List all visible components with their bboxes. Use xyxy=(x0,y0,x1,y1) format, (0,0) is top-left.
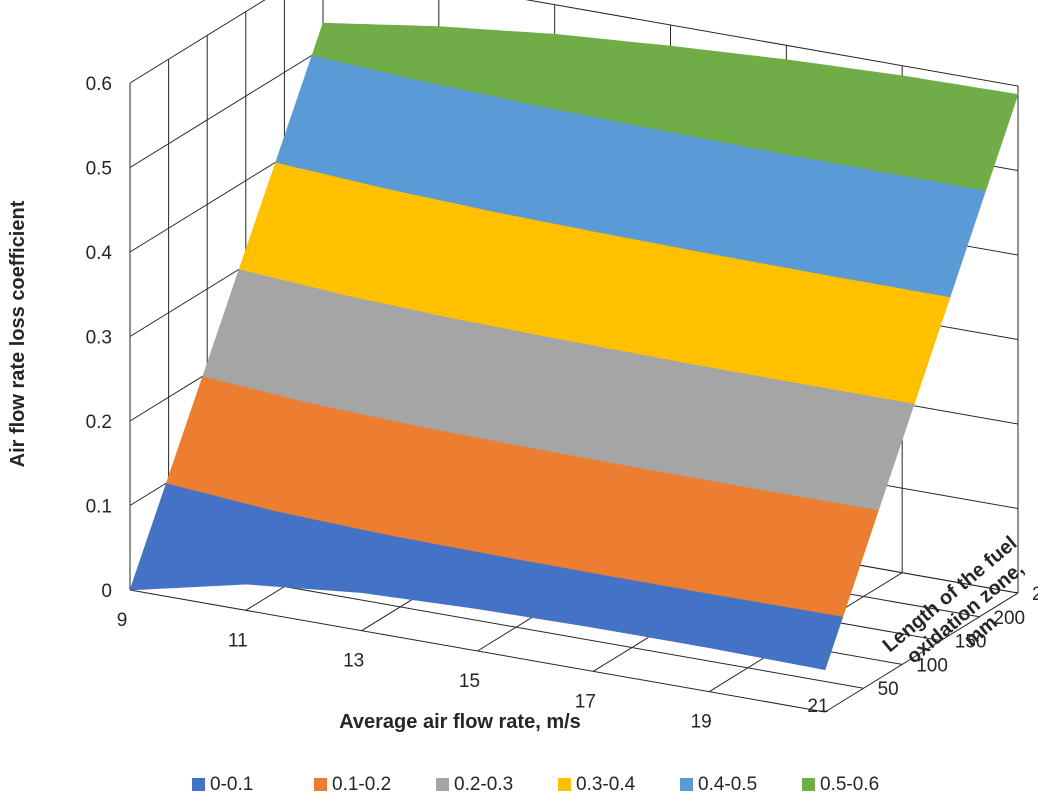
legend-swatch xyxy=(558,778,571,791)
legend-label: 0.5-0.6 xyxy=(820,774,879,795)
z-tick-label: 0.6 xyxy=(86,74,112,95)
side-wall-gridline xyxy=(129,48,324,168)
z-tick-label: 0.5 xyxy=(86,159,112,180)
z-tick-label: 0.4 xyxy=(86,243,113,264)
legend-swatch xyxy=(436,778,449,791)
legend-label: 0.3-0.4 xyxy=(576,774,636,795)
legend-swatch xyxy=(314,778,327,791)
legend-item: 0-0.1 xyxy=(192,774,253,795)
x-tick-label: 21 xyxy=(807,696,828,717)
x-tick-label: 17 xyxy=(575,691,596,712)
z-tick-label: 0.3 xyxy=(86,328,112,349)
legend-item: 0.5-0.6 xyxy=(802,774,879,795)
legend-swatch xyxy=(802,778,815,791)
x-axis-title: Average air flow rate, m/s xyxy=(339,711,581,733)
legend-item: 0.1-0.2 xyxy=(314,774,391,795)
legend-item: 0.4-0.5 xyxy=(680,774,757,795)
x-tick-label: 9 xyxy=(117,610,128,631)
x-tick-label: 15 xyxy=(459,671,480,692)
legend-item: 0.2-0.3 xyxy=(436,774,513,795)
legend-label: 0.1-0.2 xyxy=(332,774,391,795)
z-axis-title: Air flow rate loss coefficient xyxy=(7,200,29,467)
chart-tick-labels: 0 0.1 0.2 0.3 0.4 0.5 0.6 9 11 13 15 17 19 21 50 100 150… xyxy=(86,74,1038,733)
surface-band-0.5-0.6 xyxy=(311,22,1019,191)
z-tick-label: 0.2 xyxy=(86,412,112,433)
y-tick-label: 100 xyxy=(916,655,948,676)
y-tick-label: 250 xyxy=(1032,584,1038,605)
legend-item: 0.3-0.4 xyxy=(558,774,636,795)
floor-gridline xyxy=(824,592,1019,713)
back-wall-gridline xyxy=(525,0,1019,87)
legend-label: 0.4-0.5 xyxy=(698,774,757,795)
chart-surface xyxy=(129,22,1019,671)
legend-swatch xyxy=(192,778,205,791)
y-tick-label: 150 xyxy=(955,632,987,653)
x-tick-label: 11 xyxy=(228,630,248,651)
floor-gridline xyxy=(129,589,826,713)
side-wall-gridline xyxy=(129,0,266,84)
legend-label: 0.2-0.3 xyxy=(454,774,513,795)
x-tick-label: 19 xyxy=(691,712,712,733)
legend-label: 0-0.1 xyxy=(210,774,253,795)
legend-swatch xyxy=(680,778,693,791)
y-tick-label: 50 xyxy=(878,679,899,700)
z-tick-label: 0.1 xyxy=(86,497,112,518)
chart-legend: 0-0.1 0.1-0.2 0.2-0.3 0.3-0.4 0.4-0.5 0.5-0.6 xyxy=(192,774,879,795)
y-tick-label: 200 xyxy=(993,608,1025,629)
x-tick-label: 13 xyxy=(343,651,364,672)
z-tick-label: 0 xyxy=(101,581,112,602)
